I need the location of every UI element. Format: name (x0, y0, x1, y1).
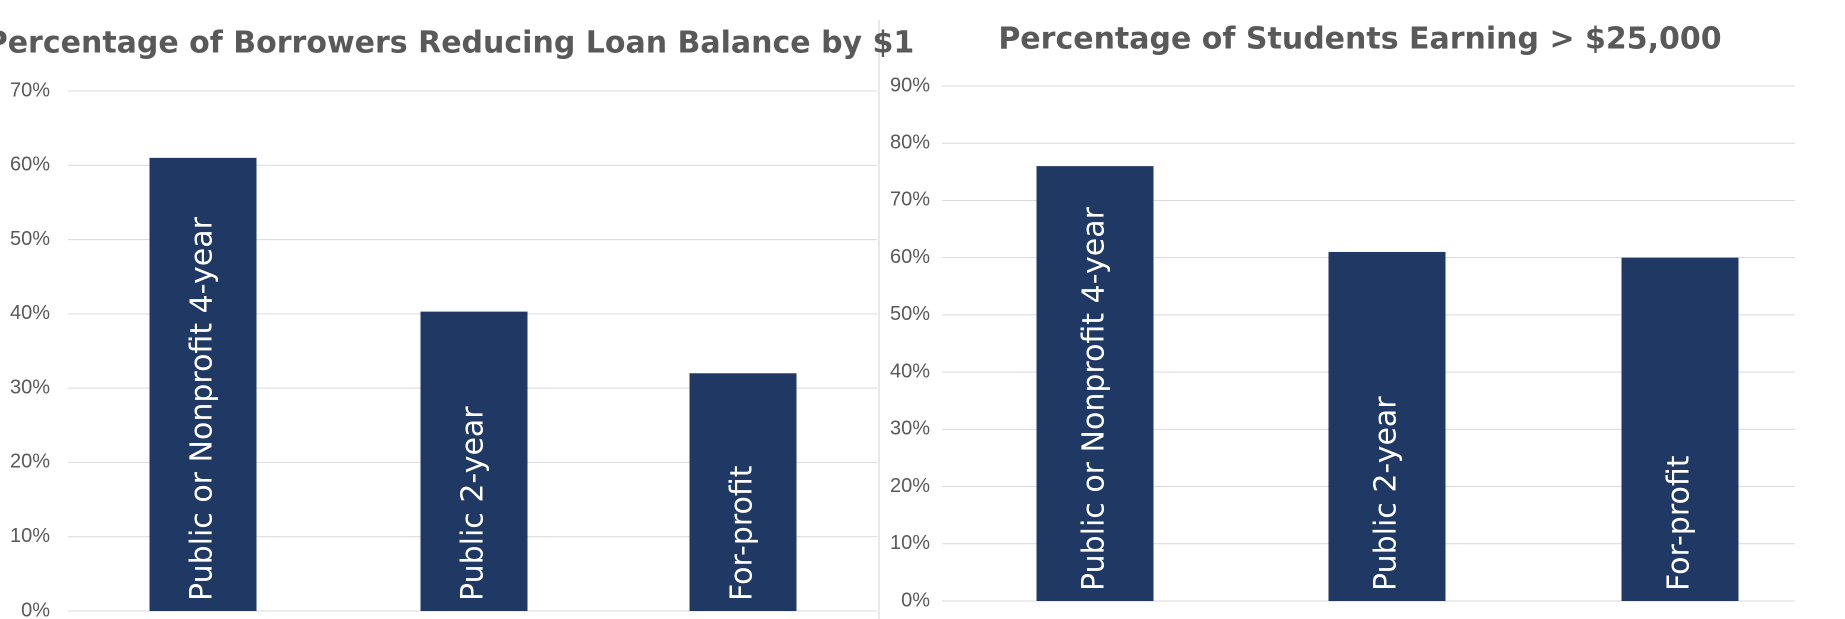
y-tick-label: 30% (890, 418, 930, 440)
y-tick-label: 10% (10, 525, 50, 547)
bar (1036, 166, 1154, 601)
y-tick-label: 20% (10, 451, 50, 473)
bar (1621, 257, 1739, 601)
y-tick-label: 30% (10, 376, 50, 398)
category-label: Public 2-year (1369, 396, 1404, 591)
y-tick-label: 0% (901, 589, 930, 611)
y-tick-label: 10% (890, 532, 930, 554)
category-label: Public or Nonprofit 4-year (185, 216, 220, 601)
y-tick-label: 0% (21, 599, 50, 619)
category-label: For-profit (1662, 455, 1697, 591)
category-label: Public or Nonprofit 4-year (1077, 206, 1112, 591)
bar (1328, 251, 1446, 601)
y-tick-label: 80% (890, 132, 930, 154)
category-label: Public 2-year (456, 406, 491, 601)
y-tick-label: 50% (890, 303, 930, 325)
chart-title: Percentage of Students Earning > $25,000 (998, 22, 1721, 57)
y-tick-label: 90% (890, 74, 930, 96)
y-tick-label: 70% (10, 79, 50, 101)
y-tick-label: 20% (890, 475, 930, 497)
bar (149, 157, 257, 611)
y-tick-label: 50% (10, 228, 50, 250)
y-tick-label: 40% (890, 360, 930, 382)
y-tick-label: 60% (10, 154, 50, 176)
y-tick-label: 70% (890, 189, 930, 211)
chart-title: Percentage of Borrowers Reducing Loan Ba… (0, 26, 914, 61)
y-tick-label: 60% (890, 246, 930, 268)
y-tick-label: 40% (10, 302, 50, 324)
category-label: For-profit (725, 465, 760, 601)
bar (689, 373, 797, 611)
bar (420, 311, 528, 611)
